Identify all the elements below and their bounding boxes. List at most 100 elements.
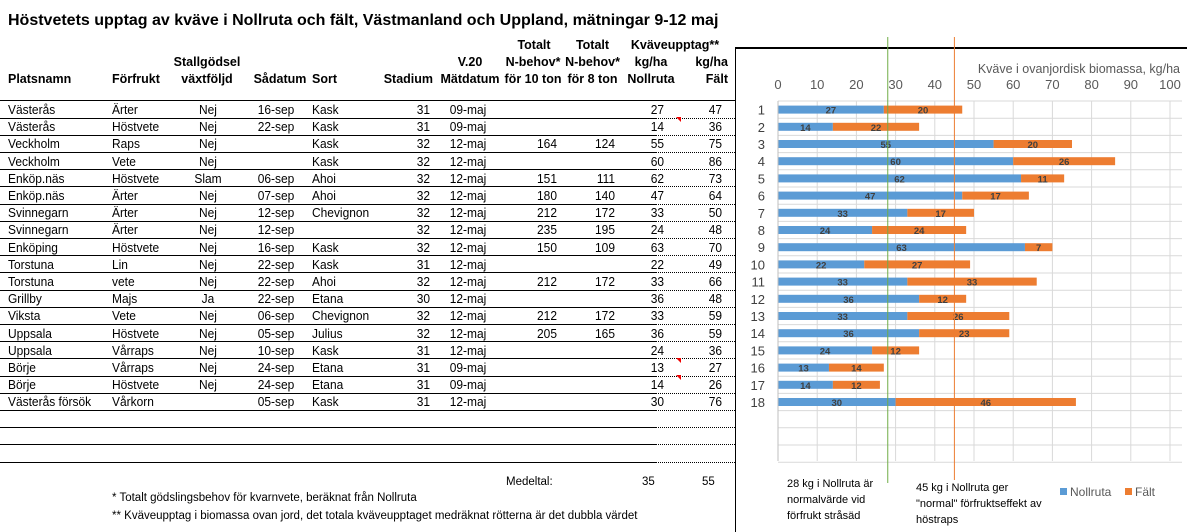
row-divider-dotted: [655, 203, 735, 205]
data-label: 24: [820, 226, 831, 237]
row-divider: [0, 289, 655, 291]
cell-nollruta: 33: [650, 308, 664, 324]
data-label: 17: [935, 209, 946, 220]
y-tick-label: 13: [751, 309, 765, 324]
data-label: 20: [1028, 140, 1039, 151]
cell-falt: 36: [708, 342, 722, 358]
row-divider: [0, 255, 655, 257]
cell-sadatum: 06-sep: [257, 308, 295, 324]
page-title: Höstvetets upptag av kväve i Nollruta oc…: [8, 12, 719, 29]
row-divider: [0, 220, 655, 222]
cell-stadium: 31: [416, 119, 430, 135]
cell-stallgodsel: Nej: [199, 360, 217, 375]
bar-fält: [828, 363, 884, 372]
row-divider: [0, 323, 655, 325]
cell-nollruta: 22: [650, 256, 664, 272]
cell-falt: 49: [708, 256, 722, 272]
header-stallgodsel1: Stallgödsel: [173, 55, 241, 69]
bar-nollruta: [778, 363, 829, 372]
cell-forfrukt: Höstvete: [112, 239, 160, 255]
row-divider: [0, 444, 655, 446]
x-tick-label: 10: [810, 77, 824, 92]
x-tick-label: 20: [849, 77, 863, 92]
header-forfrukt: Förfrukt: [112, 72, 160, 86]
cell-matdatum: 12-maj: [449, 394, 487, 410]
cell-nbehov-10: 180: [537, 188, 557, 203]
header-tot8_1: Totalt: [575, 38, 610, 52]
cell-falt: 48: [708, 291, 722, 307]
cell-matdatum: 09-maj: [449, 360, 487, 375]
row-divider-dotted: [655, 151, 735, 153]
cell-sort: Chevignon: [312, 308, 370, 324]
legend-label-fält: Fält: [1135, 485, 1156, 499]
bar-fält: [907, 208, 974, 217]
medeltal-falt: 55: [702, 476, 715, 488]
data-label: 27: [912, 260, 923, 271]
row-divider-dotted: [655, 169, 735, 171]
row-divider: [0, 461, 655, 463]
cell-nbehov-10: 150: [537, 239, 557, 255]
cell-forfrukt: Ärter: [112, 222, 138, 238]
data-label: 27: [826, 106, 837, 117]
cell-stallgodsel: Nej: [199, 136, 217, 152]
row-divider-dotted: [655, 444, 735, 446]
row-divider: [0, 151, 655, 153]
cell-sort: Julius: [312, 325, 343, 341]
bar-fält: [872, 346, 920, 355]
header-line: [0, 100, 655, 101]
cell-nollruta: 30: [650, 394, 664, 410]
data-label: 33: [837, 312, 848, 323]
cell-nbehov-8: 111: [596, 170, 615, 186]
cell-matdatum: 12-maj: [449, 239, 487, 255]
row-divider: [0, 134, 655, 136]
cell-stallgodsel: Slam: [194, 170, 222, 186]
cell-nbehov-10: 212: [537, 205, 557, 221]
cell-sadatum: 24-sep: [257, 360, 295, 375]
cell-stadium: 32: [416, 325, 430, 341]
cell-stadium: 31: [416, 256, 430, 272]
row-divider: [0, 392, 655, 394]
row-divider: [0, 341, 655, 343]
bar-nollruta: [778, 312, 908, 320]
x-tick-label: 100: [1159, 77, 1181, 92]
bar-fält: [993, 140, 1072, 148]
cell-forfrukt: Vårraps: [112, 342, 154, 358]
header-kv1: Kväveupptag**: [630, 38, 720, 52]
cell-forfrukt: Vårraps: [112, 360, 154, 375]
cell-nollruta: 33: [650, 205, 664, 221]
cell-platsnamn: Enköp.näs: [8, 170, 65, 186]
cell-matdatum: 12-maj: [449, 222, 487, 238]
y-tick-label: 14: [751, 326, 765, 341]
cell-forfrukt: Ärter: [112, 205, 138, 221]
y-tick-label: 8: [758, 223, 765, 238]
legend-label-nollruta: Nollruta: [1070, 485, 1112, 499]
data-label: 63: [896, 243, 907, 254]
cell-sort: Kask: [312, 102, 339, 117]
bar-fält: [832, 122, 920, 131]
cell-nbehov-8: 124: [595, 136, 615, 152]
bar-fält: [907, 277, 1037, 286]
cell-platsnamn: Uppsala: [8, 342, 52, 358]
data-label: 60: [890, 157, 901, 168]
row-divider: [0, 169, 655, 171]
cell-falt: 66: [708, 274, 722, 289]
x-tick-label: 90: [1124, 77, 1138, 92]
bar-fält: [1024, 243, 1053, 252]
data-label: 12: [890, 346, 901, 357]
cell-matdatum: 12-maj: [449, 325, 487, 341]
row-divider-dotted: [655, 134, 735, 136]
row-divider: [0, 237, 655, 239]
cell-sort: Kask: [312, 239, 339, 255]
cell-falt: 76: [708, 394, 722, 410]
cell-platsnamn: Enköping: [8, 239, 58, 255]
bar-fält: [895, 398, 1076, 406]
bar-fält: [962, 191, 1029, 200]
y-tick-label: 12: [751, 292, 765, 307]
cell-platsnamn: Veckholm: [8, 153, 60, 169]
data-label: 20: [918, 106, 929, 117]
header-tot8_3: för 8 ton: [567, 72, 618, 86]
y-tick-label: 5: [758, 171, 765, 186]
cell-sort: Ahoi: [312, 170, 336, 186]
data-label: 24: [820, 346, 831, 357]
bar-nollruta: [778, 260, 865, 269]
